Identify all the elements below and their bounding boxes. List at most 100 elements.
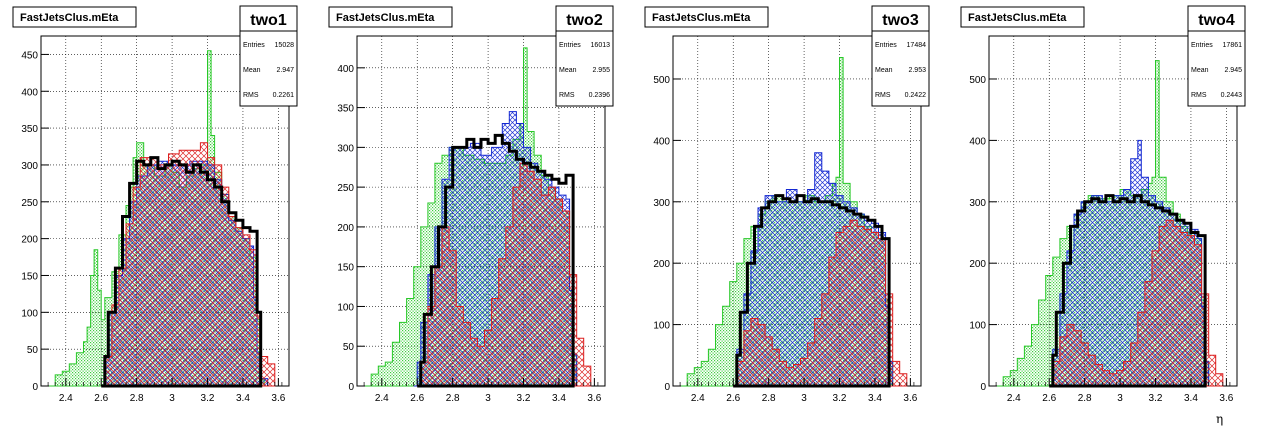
y-tick-label: 50 [27,345,39,356]
stats-rms-value: 0.2422 [905,92,927,99]
stats-entries-label: Entries [1191,42,1213,49]
histogram-black [1049,194,1207,388]
stats-box: two2 Entries 16013 Mean 2.955 RMS 0.2396 [555,5,614,107]
x-tick-label: 2.8 [130,393,144,404]
x-tick-label: 2.6 [94,393,108,404]
y-tick-label: 400 [21,87,38,98]
stats-mean-value: 2.953 [908,67,926,74]
pad-title: FastJetsClus.mEta [336,12,435,24]
histogram-panel: 2.4 2.6 2.8 3 3.2 3.4 3.6 0 100 200 300 400 500 FastJ… [960,5,1246,404]
stats-rms-label: RMS [243,92,259,99]
stats-mean-label: Mean [1191,67,1209,74]
stats-rms-value: 0.2261 [273,92,295,99]
stats-histogram-name: two4 [1198,12,1235,29]
y-tick-label: 0 [980,382,986,393]
x-tick-label: 2.6 [1042,393,1056,404]
x-tick-label: 3.6 [271,393,285,404]
y-tick-label: 200 [969,259,986,270]
x-tick-label: 3 [169,393,175,404]
y-tick-label: 0 [348,382,354,393]
y-tick-label: 100 [21,308,38,319]
histogram-black [733,194,891,388]
x-tick-label: 3.6 [1219,393,1233,404]
y-tick-label: 100 [653,321,670,332]
x-tick-label: 3.4 [236,393,250,404]
stats-entries-label: Entries [875,42,897,49]
y-tick-label: 300 [969,198,986,209]
y-tick-label: 300 [21,161,38,172]
x-tick-label: 3.6 [903,393,917,404]
x-tick-label: 3 [485,393,491,404]
stats-frame [1187,5,1246,107]
y-tick-label: 50 [343,342,355,353]
y-tick-label: 450 [21,50,38,61]
histogram-red [1049,219,1224,387]
x-tick-label: 3.4 [1184,393,1198,404]
pad-title: FastJetsClus.mEta [968,12,1067,24]
x-tick-label: 2.8 [1078,393,1092,404]
y-tick-label: 400 [969,136,986,147]
y-tick-label: 0 [32,382,38,393]
stats-box: two4 Entries 17861 Mean 2.945 RMS 0.2443 [1187,5,1246,107]
x-tick-label: 2.8 [446,393,460,404]
stats-histogram-name: two1 [250,12,287,29]
stats-rms-label: RMS [559,92,575,99]
y-tick-label: 150 [337,263,354,274]
y-tick-label: 100 [337,302,354,313]
y-tick-label: 200 [337,223,354,234]
x-tick-label: 3.4 [868,393,882,404]
pad-title: FastJetsClus.mEta [652,12,751,24]
x-tick-label: 3.4 [552,393,566,404]
x-tick-label: 2.4 [59,393,73,404]
stats-mean-value: 2.955 [592,67,610,74]
stats-entries-value: 17484 [907,42,927,49]
y-tick-label: 400 [337,64,354,75]
y-tick-label: 0 [664,382,670,393]
histogram-black [417,133,575,388]
stats-histogram-name: two3 [882,12,919,29]
x-tick-label: 3.2 [1149,393,1163,404]
y-tick-label: 350 [337,104,354,115]
x-tick-label: 3 [801,393,807,404]
histogram-panel: 2.4 2.6 2.8 3 3.2 3.4 3.6 0 100 200 300 400 500 FastJ… [644,5,930,404]
stats-mean-label: Mean [875,67,893,74]
y-tick-label: 350 [21,124,38,135]
x-tick-label: 2.4 [691,393,705,404]
stats-entries-label: Entries [243,42,265,49]
stats-box: two1 Entries 15028 Mean 2.947 RMS 0.2261 [239,5,298,107]
stats-mean-label: Mean [559,67,577,74]
pad-title-box: FastJetsClus.mEta [328,6,453,28]
y-tick-label: 150 [21,271,38,282]
stats-rms-value: 0.2443 [1221,92,1243,99]
y-tick-label: 250 [337,183,354,194]
pad-title-box: FastJetsClus.mEta [12,6,137,28]
x-tick-label: 3.2 [833,393,847,404]
stats-frame [871,5,930,107]
y-tick-label: 300 [337,143,354,154]
stats-box: two3 Entries 17484 Mean 2.953 RMS 0.2422 [871,5,930,107]
pad-title-box: FastJetsClus.mEta [644,6,769,28]
pad-title: FastJetsClus.mEta [20,12,119,24]
x-tick-label: 2.8 [762,393,776,404]
pad-title-frame [328,6,453,28]
pad-title-frame [644,6,769,28]
pad-title-frame [960,6,1085,28]
y-tick-label: 200 [21,235,38,246]
x-tick-label: 3.6 [587,393,601,404]
stats-entries-value: 15028 [275,42,295,49]
stats-mean-value: 2.947 [276,67,294,74]
y-tick-label: 100 [969,321,986,332]
histogram-panel: 2.4 2.6 2.8 3 3.2 3.4 3.6 0 50 100 150 200 250 300 350… [328,5,614,404]
stats-histogram-name: two2 [566,12,603,29]
stats-rms-value: 0.2396 [589,92,611,99]
stats-frame [239,5,298,107]
pad-title-box: FastJetsClus.mEta [960,6,1085,28]
histogram-panel: 2.4 2.6 2.8 3 3.2 3.4 3.6 0 50 100 150 200 250 300 350… [12,5,298,404]
stats-frame [555,5,614,107]
x-tick-label: 3 [1117,393,1123,404]
stats-mean-label: Mean [243,67,261,74]
y-tick-label: 400 [653,136,670,147]
pad-title-frame [12,6,137,28]
x-tick-label: 2.4 [1007,393,1021,404]
